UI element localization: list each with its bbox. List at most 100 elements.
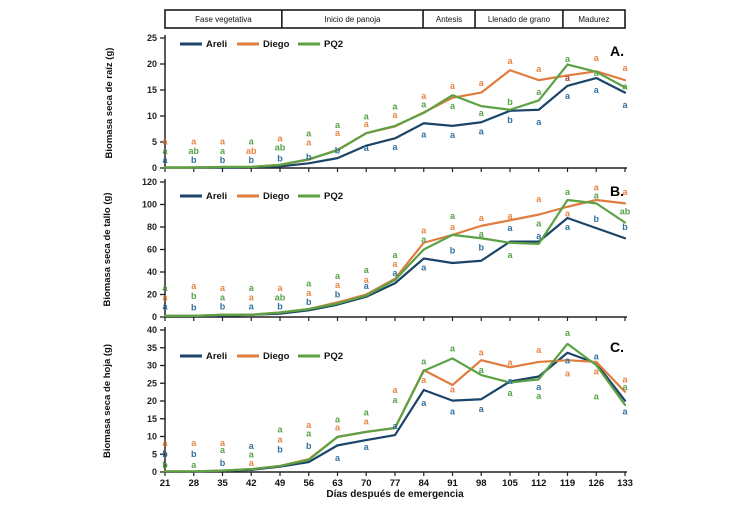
sig-letter: a [594, 85, 600, 95]
sig-letter: a [335, 280, 341, 290]
sig-letter: a [479, 404, 485, 414]
sig-letter: a [162, 301, 168, 311]
sig-letter: a [306, 278, 312, 288]
sig-letter: a [249, 441, 255, 451]
sig-letter: a [277, 283, 283, 293]
sig-letter: a [594, 191, 600, 201]
sig-letter: a [421, 375, 427, 385]
sig-letter: a [220, 283, 226, 293]
sig-letter: b [306, 441, 312, 451]
y-axis-title-C: Biomasa seca de hoja (g) [102, 344, 113, 458]
x-tick-label: 84 [418, 478, 429, 489]
sig-letter: a [249, 301, 255, 311]
sig-letter: a [536, 194, 542, 204]
sig-letter: a [162, 283, 168, 293]
sig-letter: a [565, 222, 571, 232]
sig-letter: a [162, 292, 168, 302]
sig-letter: b [220, 301, 226, 311]
sig-letter: a [421, 100, 427, 110]
sig-letter: a [364, 275, 370, 285]
sig-letter: a [392, 268, 398, 278]
sig-letter: a [249, 458, 255, 468]
series-line-pq2 [163, 342, 627, 473]
y-tick-group: 0 20 40 60 80 100 120 [142, 177, 165, 322]
sig-letter: a [306, 288, 312, 298]
y-tick-label: 15 [147, 414, 157, 424]
series-line-pq2 [163, 198, 627, 317]
sig-letter: a [450, 130, 456, 140]
sig-letter: b [191, 291, 197, 301]
sig-letter: a [622, 382, 628, 392]
y-tick-label: 80 [147, 222, 157, 232]
sig-letter: a [479, 365, 485, 375]
series-line-areli [163, 76, 627, 169]
sig-letter: a [364, 119, 370, 129]
sig-letter: ab [275, 143, 286, 153]
sig-letter: a [421, 130, 427, 140]
sig-letter: a [479, 213, 485, 223]
y-tick-label: 60 [147, 245, 157, 255]
sig-letter: a [335, 453, 341, 463]
sig-letter: a [536, 391, 542, 401]
x-tick-label-group: 21 28 35 42 49 56 63 70 77 84 91 98 105 112 119 126 133 [160, 478, 633, 489]
sig-letter: a [364, 281, 370, 291]
x-tick-label: 56 [303, 478, 314, 489]
sig-letter: ab [246, 146, 257, 156]
sig-letter: a [507, 388, 513, 398]
x-tick-label: 70 [361, 478, 372, 489]
sig-letter: a [364, 143, 370, 153]
sig-letter: a [450, 384, 456, 394]
sig-letter: a [392, 250, 398, 260]
sig-letter: b [162, 460, 168, 470]
sig-letter: a [479, 108, 485, 118]
sig-letter: a [479, 229, 485, 239]
sig-letter: a [364, 442, 370, 452]
phase-label: Madurez [578, 15, 609, 24]
x-tick-label: 21 [160, 478, 171, 489]
y-tick-label: 120 [142, 177, 157, 187]
y-tick-label: 30 [147, 361, 157, 371]
sig-letter: a [450, 101, 456, 111]
y-tick-label: 0 [152, 467, 157, 477]
sig-letter: b [507, 97, 513, 107]
sig-letter: a [507, 250, 513, 260]
sig-letter: a [335, 414, 341, 424]
panel-label-A: A. [610, 43, 624, 59]
sig-letter: a [392, 102, 398, 112]
legend-A: Areli Diego PQ2 [180, 39, 343, 50]
sig-letter: b [277, 154, 283, 164]
sig-letter: a [507, 376, 513, 386]
phase-label: Inicio de panoja [324, 15, 381, 24]
sig-letter: a [277, 434, 283, 444]
legend-label-pq2: PQ2 [324, 191, 343, 202]
sig-letter: a [622, 374, 628, 384]
sig-letter: a [162, 438, 168, 448]
x-tick-label: 98 [476, 478, 487, 489]
sig-letter: a [622, 100, 628, 110]
sig-letter: a [364, 265, 370, 275]
sig-letter: b [277, 301, 283, 311]
y-tick-label: 5 [152, 137, 157, 147]
legend-label-areli: Areli [206, 39, 227, 50]
x-axis-title: Días después de emergencia [326, 489, 464, 500]
sig-letter: a [421, 357, 427, 367]
x-tick-label: 91 [447, 478, 458, 489]
sig-letter: a [421, 263, 427, 273]
sig-letter: a [191, 438, 197, 448]
sig-letter-group: aaaaabbaabaabbaabbaabaabaaaaaaaaaaaaaaaa… [162, 53, 628, 165]
sig-letter: a [565, 328, 571, 338]
sig-letter: a [565, 91, 571, 101]
y-tick-group: 0 5 10 15 20 25 [147, 33, 165, 173]
sig-letter: a [392, 421, 398, 431]
x-tick-label: 42 [246, 478, 257, 489]
sig-letter: b [306, 297, 312, 307]
sig-letter: a [392, 395, 398, 405]
sig-letter: a [594, 392, 600, 402]
sig-letter: a [450, 222, 456, 232]
sig-letter: a [622, 81, 628, 91]
x-tick-label: 133 [617, 478, 633, 489]
y-tick-label: 10 [147, 111, 157, 121]
phase-band-box [164, 9, 626, 29]
